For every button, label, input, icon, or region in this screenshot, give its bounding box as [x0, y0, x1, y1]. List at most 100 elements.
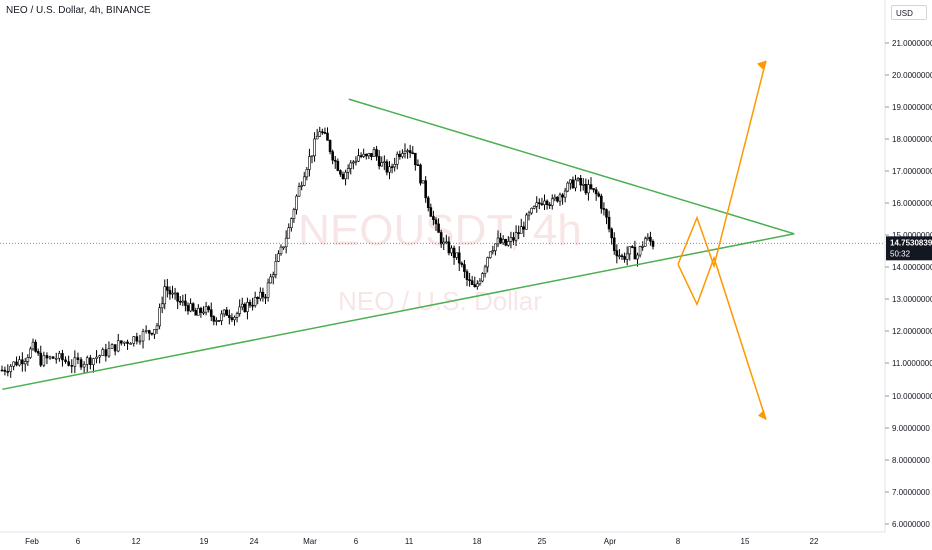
candle-up — [163, 286, 167, 305]
candle-down — [230, 317, 234, 321]
candle-up — [290, 218, 293, 229]
candle-up — [476, 283, 479, 287]
candle-down — [545, 200, 549, 205]
candle-up — [401, 153, 404, 157]
candle-up — [643, 238, 647, 247]
candle-down — [623, 256, 626, 260]
candle-down — [194, 310, 198, 316]
candle-up — [646, 236, 650, 240]
candle-up — [73, 357, 77, 367]
candle-up — [388, 166, 391, 173]
candle-down — [419, 164, 422, 184]
candle-up — [638, 246, 642, 256]
candle-up — [509, 237, 513, 242]
last-price-countdown: 50:32 — [890, 249, 911, 258]
candle-up — [238, 306, 241, 314]
candle-down — [615, 250, 619, 257]
candle-up — [406, 150, 409, 152]
candle-down — [166, 286, 169, 291]
candle-down — [432, 216, 435, 221]
bearish-arrowhead — [758, 409, 766, 420]
candle-down — [473, 284, 477, 287]
candle-down — [209, 309, 213, 317]
candle-up — [202, 311, 205, 314]
time-tick-label: 25 — [538, 537, 547, 546]
candle-down — [61, 353, 64, 361]
candle-up — [302, 176, 306, 186]
candle-up — [421, 180, 425, 184]
candle-up — [318, 131, 322, 137]
candle-down — [649, 236, 652, 242]
candle-up — [269, 276, 272, 284]
candle-up — [138, 340, 142, 343]
candle-up — [403, 150, 407, 154]
candle-down — [512, 237, 515, 241]
candle-down — [120, 340, 123, 344]
candle-down — [447, 241, 451, 254]
candle-down — [457, 252, 461, 264]
candle-up — [295, 195, 298, 211]
candle-up — [478, 280, 482, 285]
candle-down — [522, 226, 526, 230]
candle-down — [584, 184, 588, 194]
candle-up — [287, 227, 291, 239]
candle-down — [328, 140, 332, 152]
candle-up — [574, 179, 577, 189]
candle-up — [535, 202, 539, 207]
candle-down — [592, 188, 595, 191]
candle-up — [123, 341, 126, 344]
candle-down — [607, 216, 611, 230]
candle-down — [0, 369, 4, 372]
bearish-projection[interactable] — [677, 255, 767, 421]
chart-title: NEO / U.S. Dollar, 4h, BINANCE — [6, 5, 151, 16]
candle-down — [499, 237, 502, 244]
candle-up — [271, 274, 275, 278]
candle-up — [54, 357, 58, 360]
candle-down — [416, 164, 420, 166]
time-tick-label: Feb — [25, 537, 39, 546]
candle-up — [618, 255, 621, 258]
candle-down — [264, 296, 267, 299]
candle-up — [259, 291, 262, 299]
candle-up — [26, 357, 30, 362]
price-tick-label: 14.0000000 — [892, 263, 932, 272]
price-tick-label: 6.0000000 — [892, 520, 930, 529]
candle-down — [339, 170, 342, 175]
triangle-upper-line[interactable] — [348, 98, 795, 235]
candle-down — [89, 357, 92, 366]
price-tick-label: 7.0000000 — [892, 488, 930, 497]
price-tick-label: 17.0000000 — [892, 167, 932, 176]
price-tick-label: 8.0000000 — [892, 456, 930, 465]
candle-up — [383, 161, 386, 164]
candle-up — [581, 184, 585, 186]
candle-down — [631, 246, 634, 248]
candle-down — [113, 344, 117, 352]
candle-up — [553, 196, 557, 200]
candle-up — [235, 313, 239, 318]
candle-down — [36, 351, 40, 354]
candle-up — [153, 329, 156, 335]
time-tick-label: Mar — [303, 537, 317, 546]
triangle-lower-line[interactable] — [2, 233, 795, 391]
price-tick-label: 21.0000000 — [892, 39, 932, 48]
candle-down — [191, 303, 195, 311]
candle-down — [243, 303, 247, 312]
candle-down — [225, 309, 229, 316]
candle-down — [414, 152, 417, 165]
candle-down — [333, 159, 337, 162]
currency-selector[interactable]: USD — [891, 5, 927, 20]
candle-down — [556, 196, 559, 202]
candle-up — [367, 153, 371, 157]
candle-down — [540, 203, 544, 205]
candle-up — [220, 313, 223, 321]
bullish-projection[interactable] — [677, 60, 767, 269]
candle-up — [445, 241, 448, 244]
candle-up — [253, 297, 257, 306]
candle-up — [576, 178, 580, 181]
candle-down — [463, 264, 466, 272]
time-tick-label: 6 — [354, 537, 359, 546]
candle-down — [217, 320, 221, 322]
candle-up — [310, 155, 314, 158]
candle-down — [184, 300, 187, 306]
